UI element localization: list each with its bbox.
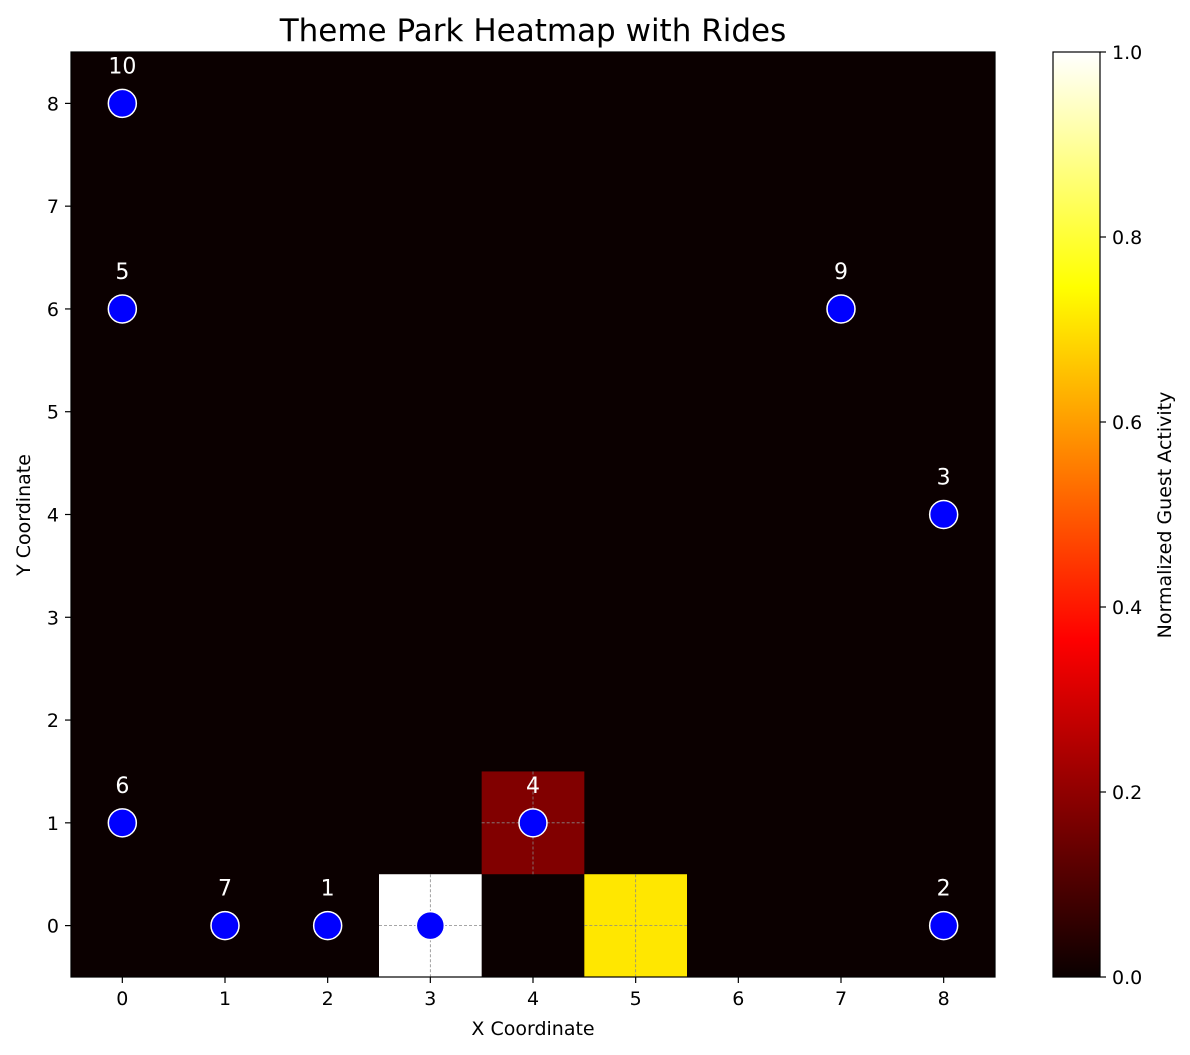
colorbar-tick-label: 1.0 xyxy=(1112,42,1142,64)
y-tick-label: 1 xyxy=(47,813,59,835)
colorbar-tick-label: 0.0 xyxy=(1112,967,1142,989)
y-tick-label: 8 xyxy=(47,93,59,115)
ride-marker xyxy=(928,910,959,941)
ride-markers: 1 2 3 4 5 6 7 9 10 xyxy=(107,54,959,941)
y-axis-label: Y Coordinate xyxy=(13,454,35,577)
ride-marker xyxy=(107,88,138,119)
y-tick-label: 0 xyxy=(47,916,59,938)
x-tick-label: 7 xyxy=(835,988,847,1010)
y-tick-label: 5 xyxy=(47,402,59,424)
x-tick-label: 2 xyxy=(322,988,334,1010)
ride-marker xyxy=(107,294,138,324)
ride-label: 6 xyxy=(115,774,129,799)
x-tick-label: 6 xyxy=(732,988,744,1010)
y-tick-label: 4 xyxy=(47,505,59,527)
colorbar-tick-label: 0.4 xyxy=(1112,597,1142,619)
y-tick-label: 2 xyxy=(47,710,59,732)
ride-marker xyxy=(518,808,548,838)
colorbar-label: Normalized Guest Activity xyxy=(1154,392,1176,639)
plot-area: 1 2 3 4 5 6 7 9 10 xyxy=(70,51,996,978)
ride-marker xyxy=(826,294,856,324)
ride-marker xyxy=(210,910,240,941)
colorbar-tick-label: 0.6 xyxy=(1112,412,1142,434)
ride-label: 2 xyxy=(937,877,951,902)
x-tick-label: 0 xyxy=(116,988,128,1010)
x-tick-label: 1 xyxy=(219,988,231,1010)
ride-marker xyxy=(928,499,959,530)
ride-marker xyxy=(312,910,343,941)
colorbar: 0.0 0.2 0.4 0.6 0.8 1.0 Normalized Guest Acti… xyxy=(1052,42,1176,989)
y-tick-label: 7 xyxy=(47,196,59,218)
x-tick-label: 3 xyxy=(424,988,436,1010)
ride-label: 4 xyxy=(526,774,540,799)
x-axis-ticks: 0 1 2 3 4 5 6 7 8 xyxy=(116,977,950,1010)
x-tick-label: 5 xyxy=(630,988,642,1010)
ride-label: 3 xyxy=(937,466,951,491)
y-tick-label: 6 xyxy=(47,299,59,321)
colorbar-tick-label: 0.2 xyxy=(1112,782,1142,804)
x-axis-label: X Coordinate xyxy=(471,1018,594,1040)
ride-label: 9 xyxy=(834,260,848,285)
y-axis-ticks: 0 1 2 3 4 5 6 7 8 xyxy=(47,93,71,938)
chart-title: Theme Park Heatmap with Rides xyxy=(279,13,787,49)
ride-label: 10 xyxy=(108,54,136,79)
ride-label: 5 xyxy=(115,260,129,285)
y-tick-label: 3 xyxy=(47,607,59,629)
ride-marker xyxy=(107,808,138,838)
colorbar-tick-label: 0.8 xyxy=(1112,227,1142,249)
ride-marker xyxy=(415,910,446,941)
ride-label: 7 xyxy=(218,877,232,902)
x-tick-label: 4 xyxy=(527,988,539,1010)
colorbar-gradient xyxy=(1052,51,1101,978)
x-tick-label: 8 xyxy=(938,988,950,1010)
colorbar-ticks: 0.0 0.2 0.4 0.6 0.8 1.0 xyxy=(1100,42,1142,989)
ride-label: 1 xyxy=(321,877,335,902)
